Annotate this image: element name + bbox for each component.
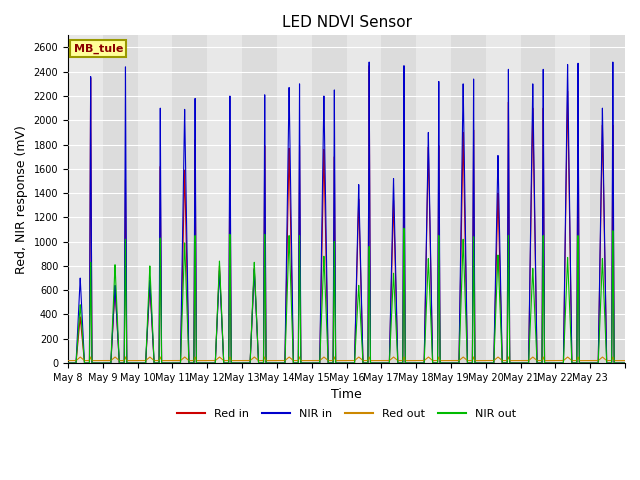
Bar (556, 36, 590, 363)
Bar (416, 36, 451, 363)
X-axis label: Time: Time (331, 388, 362, 401)
Text: MB_tule: MB_tule (74, 44, 123, 54)
Bar (346, 36, 381, 363)
Bar (486, 36, 520, 363)
Title: LED NDVI Sensor: LED NDVI Sensor (282, 15, 412, 30)
Bar (207, 36, 242, 363)
Bar (138, 36, 172, 363)
Y-axis label: Red, NIR response (mV): Red, NIR response (mV) (15, 125, 28, 274)
Bar (68, 36, 103, 363)
Legend: Red in, NIR in, Red out, NIR out: Red in, NIR in, Red out, NIR out (173, 404, 520, 423)
Bar (277, 36, 312, 363)
